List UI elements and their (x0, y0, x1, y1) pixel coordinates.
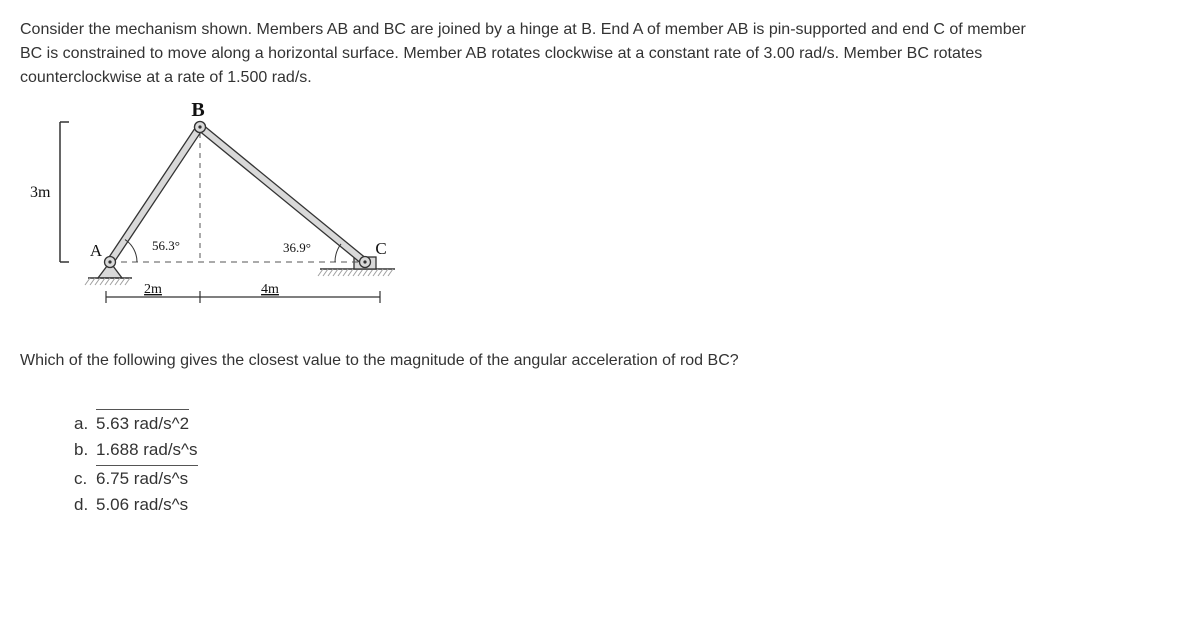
option-d-text: 5.06 rad/s^s (96, 492, 188, 518)
svg-text:2m: 2m (144, 282, 162, 297)
svg-text:A: A (90, 241, 103, 260)
svg-text:36.9°: 36.9° (283, 240, 311, 255)
option-a[interactable]: a. 5.63 rad/s^2 (74, 409, 1180, 437)
question-text: Which of the following gives the closest… (20, 349, 1180, 373)
option-d[interactable]: d. 5.06 rad/s^s (74, 492, 1180, 518)
option-c[interactable]: c. 6.75 rad/s^s (74, 466, 1180, 492)
problem-statement: Consider the mechanism shown. Members AB… (20, 18, 1180, 90)
option-b[interactable]: b. 1.688 rad/s^s (74, 437, 1180, 465)
svg-text:C: C (375, 239, 386, 258)
problem-line-3: counterclockwise at a rate of 1.500 rad/… (20, 66, 1180, 90)
answer-options: a. 5.63 rad/s^2 b. 1.688 rad/s^s c. 6.75… (74, 409, 1180, 518)
mechanism-figure: B A C 56.3° 36.9° 3m 2m 4m (20, 102, 1180, 325)
problem-line-2: BC is constrained to move along a horizo… (20, 42, 1180, 66)
option-a-text: 5.63 rad/s^2 (96, 409, 189, 437)
svg-text:3m: 3m (30, 184, 51, 201)
option-c-text: 6.75 rad/s^s (96, 466, 188, 492)
svg-text:4m: 4m (261, 282, 279, 297)
svg-text:B: B (191, 102, 204, 121)
problem-line-1: Consider the mechanism shown. Members AB… (20, 18, 1180, 42)
svg-text:56.3°: 56.3° (152, 238, 180, 253)
option-b-text: 1.688 rad/s^s (96, 437, 198, 465)
